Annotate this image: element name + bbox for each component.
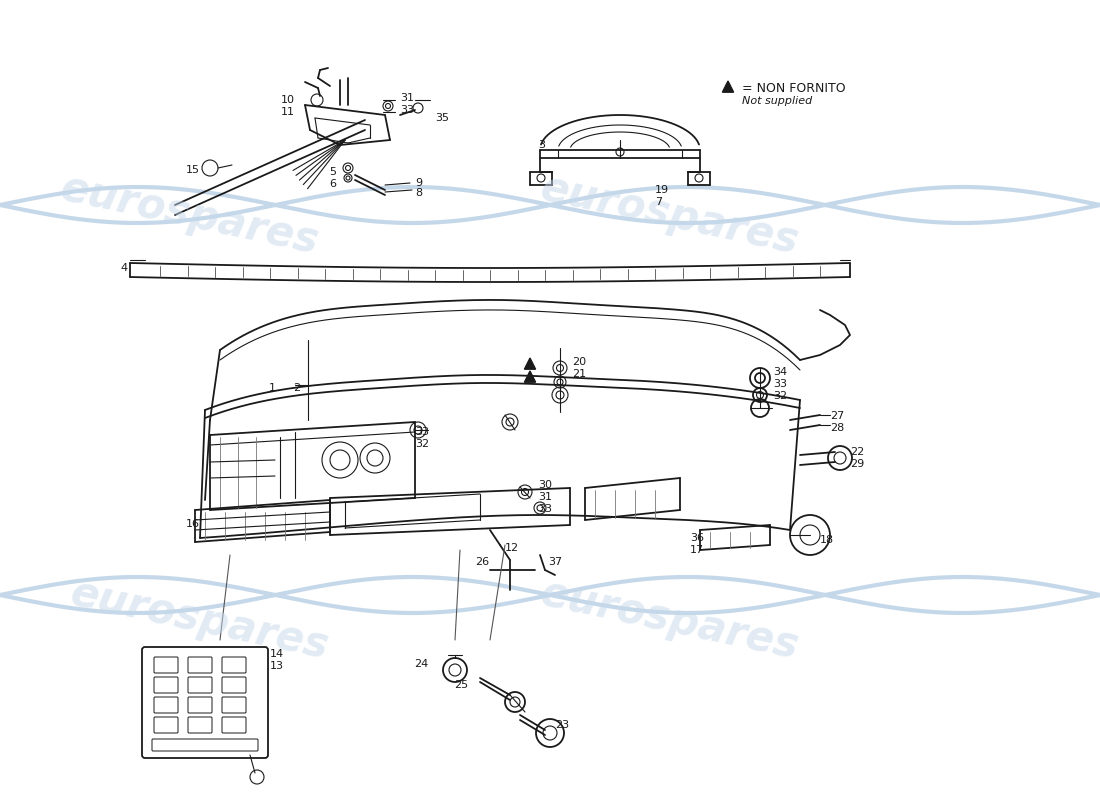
Text: 30: 30: [538, 480, 552, 490]
Text: 37: 37: [548, 557, 562, 567]
Text: 2: 2: [293, 383, 300, 393]
Text: 5: 5: [329, 167, 336, 177]
Text: 1: 1: [270, 383, 276, 393]
Text: 33: 33: [400, 105, 414, 115]
Text: 17: 17: [690, 545, 704, 555]
Text: 35: 35: [434, 113, 449, 123]
Text: eurospares: eurospares: [67, 572, 333, 668]
Text: eurospares: eurospares: [537, 572, 803, 668]
Text: 7: 7: [654, 197, 662, 207]
Text: 12: 12: [505, 543, 519, 553]
Text: 21: 21: [572, 369, 586, 379]
Text: 19: 19: [654, 185, 669, 195]
Text: 33: 33: [415, 427, 429, 437]
Text: 10: 10: [280, 95, 295, 105]
Text: 13: 13: [270, 661, 284, 671]
Text: 33: 33: [538, 504, 552, 514]
Text: 8: 8: [415, 188, 422, 198]
Text: eurospares: eurospares: [537, 167, 803, 263]
Text: 32: 32: [415, 439, 429, 449]
Text: 25: 25: [454, 680, 467, 690]
Text: 26: 26: [475, 557, 490, 567]
Text: 20: 20: [572, 357, 586, 367]
Text: = NON FORNITO: = NON FORNITO: [742, 82, 846, 94]
Text: 6: 6: [329, 179, 336, 189]
Text: 3: 3: [538, 140, 544, 150]
Text: 15: 15: [186, 165, 200, 175]
Text: 31: 31: [400, 93, 414, 103]
Text: 11: 11: [280, 107, 295, 117]
Text: 32: 32: [773, 391, 788, 401]
Text: 29: 29: [850, 459, 865, 469]
Text: 36: 36: [690, 533, 704, 543]
Text: 34: 34: [773, 367, 788, 377]
Text: 16: 16: [186, 519, 200, 529]
Text: Not supplied: Not supplied: [742, 96, 812, 106]
Text: 18: 18: [820, 535, 834, 545]
Polygon shape: [723, 81, 734, 92]
Text: 22: 22: [850, 447, 865, 457]
Text: eurospares: eurospares: [57, 167, 323, 263]
Text: 27: 27: [830, 411, 845, 421]
Text: 33: 33: [773, 379, 786, 389]
Text: 28: 28: [830, 423, 845, 433]
Text: 9: 9: [415, 178, 422, 188]
Polygon shape: [525, 358, 536, 370]
Text: 14: 14: [270, 649, 284, 659]
Polygon shape: [525, 371, 536, 382]
Text: 24: 24: [414, 659, 428, 669]
Text: 4: 4: [121, 263, 128, 273]
Text: 31: 31: [538, 492, 552, 502]
Text: 23: 23: [556, 720, 569, 730]
